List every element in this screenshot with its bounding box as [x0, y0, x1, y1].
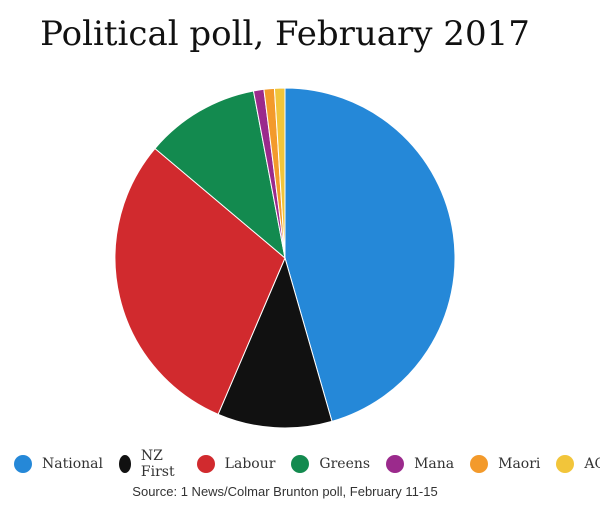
legend-label-maori: Maori — [498, 456, 541, 472]
legend-swatch-act — [556, 455, 575, 473]
legend-swatch-greens — [291, 455, 310, 473]
pie-slice-labour — [114, 147, 286, 415]
legend-item-act: ACT — [556, 455, 600, 473]
legend-swatch-maori — [470, 455, 489, 473]
legend-swatch-nz-first — [118, 455, 131, 473]
chart-source-note: Source: 1 News/Colmar Brunton poll, Febr… — [132, 484, 438, 499]
legend-item-nz-first: NZ First — [118, 448, 181, 480]
legend-swatch-national — [14, 455, 32, 473]
legend-item-mana: Mana — [386, 455, 454, 473]
legend-swatch-labour — [196, 455, 215, 473]
legend-swatch-mana — [386, 455, 405, 473]
legend-item-maori: Maori — [470, 455, 540, 473]
pie-slice-greens — [154, 90, 286, 260]
legend-item-national: National — [14, 455, 103, 473]
legend-label-act: ACT — [584, 456, 600, 472]
legend-label-labour: Labour — [224, 456, 276, 472]
legend-label-nz-first: NZ First — [140, 448, 175, 480]
legend-item-labour: Labour — [196, 455, 276, 473]
chart-title: Political poll, February 2017 — [40, 14, 530, 54]
legend-label-national: National — [42, 456, 103, 472]
pie-slice-nz-first — [217, 256, 333, 429]
pie-slice-act — [273, 87, 286, 259]
legend-item-greens: Greens — [291, 455, 370, 473]
pie-slice-national — [284, 87, 456, 422]
legend-label-mana: Mana — [414, 456, 455, 472]
legend: National NZ First Labour Greens Mana Mao… — [14, 448, 600, 480]
legend-label-greens: Greens — [319, 456, 371, 472]
